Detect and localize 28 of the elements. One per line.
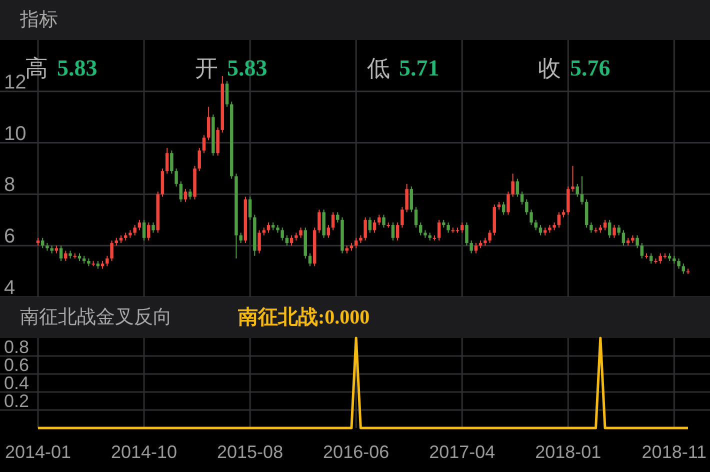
x-tick-label: 2016-06: [323, 442, 390, 462]
x-tick-label: 2014-10: [110, 442, 178, 462]
y-tick-label: 0.8: [4, 337, 30, 357]
annotation: 5.83: [227, 56, 268, 80]
y-tick-label: 0.2: [4, 391, 30, 411]
y-tick-label: 0.4: [4, 373, 30, 393]
y-tick-label: 12: [4, 71, 26, 94]
x-tick-label: 2014-01: [4, 442, 72, 462]
x-tick-label: 2015-08: [217, 442, 284, 462]
text: :0.000: [318, 306, 370, 328]
annotation: 5.71: [399, 56, 440, 80]
chart-title: 指标: [19, 10, 58, 30]
chart-title: 南征北战金叉反向: [20, 307, 172, 328]
y-tick-label: 6: [4, 226, 16, 248]
annotation: 高: [25, 55, 48, 81]
annotation: 收: [538, 55, 561, 81]
annotation: 5.83: [57, 56, 98, 80]
series-label: 南征北战: [237, 306, 318, 328]
x-tick-label: 2018-11: [642, 442, 707, 462]
annotation: 5.76: [570, 56, 610, 80]
y-tick-label: 0.6: [4, 355, 30, 375]
annotation: 低: [367, 55, 390, 81]
y-tick-label: 4: [4, 277, 16, 299]
y-tick-label: 8: [4, 174, 16, 196]
x-tick-label: 2017-04: [429, 442, 496, 462]
x-tick-label: 2018-01: [535, 442, 602, 462]
y-tick-label: 10: [4, 122, 26, 145]
annotation: 开: [195, 55, 218, 81]
